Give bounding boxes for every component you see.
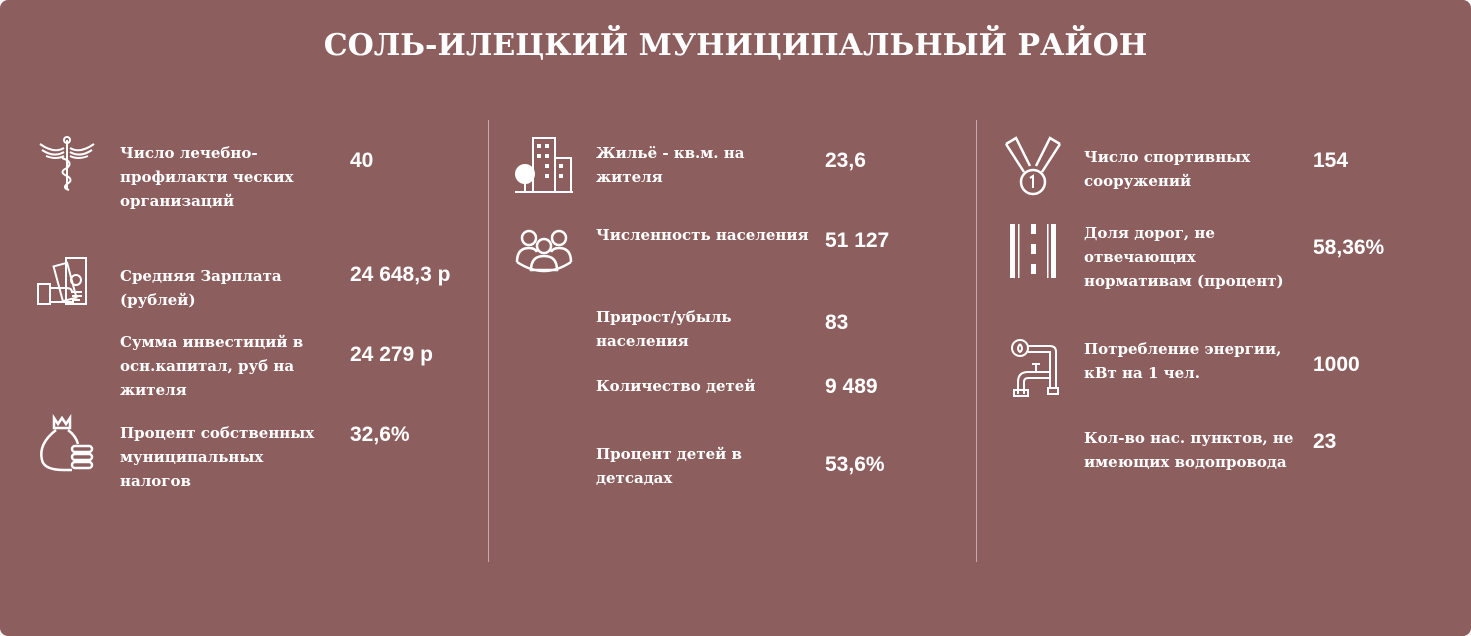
stat-value: 24 648,3 р [350,263,451,286]
stat-value: 40 [350,149,374,172]
stat-label: Доля дорог, не отвечающих нормативам (пр… [1084,224,1284,290]
stat-value: 53,6% [825,453,885,476]
stat-value: 154 [1313,149,1349,172]
stat-label: Количество детей [596,377,756,395]
stat-value: 9 489 [825,375,878,398]
money-bag-coins-icon [36,413,98,476]
stat-label: Кол-во нас. пунктов, не имеющих водопров… [1084,429,1294,471]
stat-label: Число спортивных сооружений [1084,148,1251,190]
people-group-icon [513,220,575,282]
stat-value: 1000 [1313,353,1360,376]
road-icon [1006,220,1068,282]
stat-label: Жильё - кв.м. на жителя [596,144,745,186]
stat-value: 83 [825,311,849,334]
stat-value: 32,6% [350,423,410,446]
stat-label: Процент собственных муниципальных налого… [120,424,315,490]
stat-value: 23 [1313,430,1337,453]
salary-hand-money-icon [36,254,98,316]
caduceus-icon [36,134,98,196]
page-title: СОЛЬ-ИЛЕЦКИЙ МУНИЦИПАЛЬНЫЙ РАЙОН [323,28,1148,63]
stat-label: Потребление энергии, кВт на 1 чел. [1084,340,1282,382]
stat-label: Процент детей в детсадах [596,445,742,487]
stat-label: Средняя Зарплата (рублей) [120,267,282,309]
stat-value: 51 127 [825,229,890,252]
stat-value: 23,6 [825,149,866,172]
stat-value: 24 279 р [350,343,433,366]
stat-label: Прирост/убыль населения [596,308,732,350]
medal-icon [1002,136,1064,198]
stat-value: 58,36% [1313,236,1385,259]
column-divider [488,120,489,562]
buildings-tree-icon [513,134,575,196]
stat-label: Численность населения [596,226,809,244]
column-divider [976,120,977,562]
stat-label: Сумма инвестиций в осн.капитал, руб на ж… [120,333,304,399]
pipes-icon [1010,338,1072,400]
stat-label: Число лечебно-профилакти ческих организа… [120,144,294,210]
